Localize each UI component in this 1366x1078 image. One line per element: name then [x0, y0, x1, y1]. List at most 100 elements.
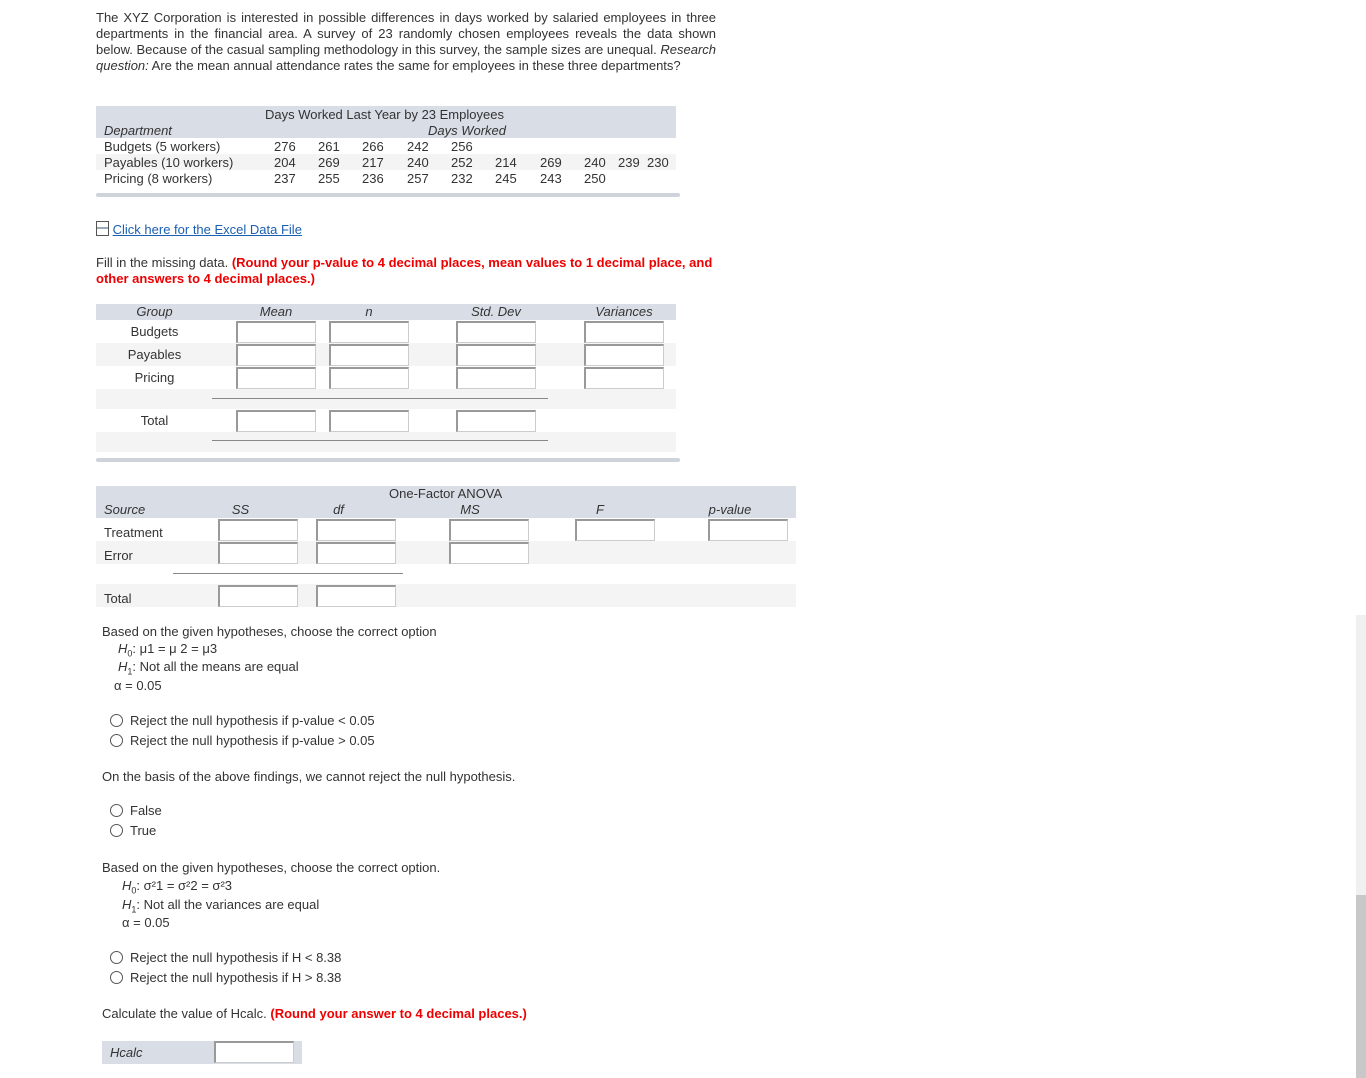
summary-header: [96, 304, 676, 320]
anova-input[interactable]: [218, 519, 298, 541]
summary-input[interactable]: [236, 344, 316, 366]
anova-input[interactable]: [449, 519, 529, 541]
q3-h1: H1: Not all the variances are equal: [122, 897, 320, 915]
radio-button[interactable]: [110, 824, 123, 837]
problem-intro: The XYZ Corporation is interested in pos…: [96, 10, 716, 73]
summary-input[interactable]: [456, 367, 536, 389]
anova-title: One-Factor ANOVA: [389, 486, 503, 501]
anova-input[interactable]: [708, 519, 788, 541]
summary-col-header: Group: [136, 304, 173, 319]
data-value: 214: [495, 155, 517, 170]
divider: [212, 398, 548, 399]
anova-input[interactable]: [316, 519, 396, 541]
anova-input[interactable]: [316, 542, 396, 564]
data-value: 237: [274, 171, 296, 186]
option-label[interactable]: Reject the null hypothesis if H < 8.38: [130, 950, 342, 965]
summary-input[interactable]: [236, 367, 316, 389]
option-label[interactable]: False: [130, 803, 162, 818]
summary-col-header: Variances: [595, 304, 653, 319]
group-label: Budgets: [130, 324, 179, 339]
total-label: Total: [140, 413, 169, 428]
row-bg: [96, 154, 676, 170]
q3-prompt: Based on the given hypotheses, choose th…: [102, 860, 441, 875]
summary-input[interactable]: [329, 344, 409, 366]
anova-col-header: Source: [104, 502, 146, 517]
option-label[interactable]: True: [130, 823, 157, 838]
summary-total-input[interactable]: [236, 410, 316, 432]
divider: [96, 458, 680, 462]
data-value: 255: [318, 171, 340, 186]
data-value: 243: [540, 171, 562, 186]
summary-input[interactable]: [584, 321, 664, 343]
summary-col-header: n: [365, 304, 373, 319]
q1-alpha: α = 0.05: [114, 678, 162, 693]
data-value: 276: [274, 139, 296, 154]
anova-total-input[interactable]: [218, 585, 298, 607]
data-value: 266: [362, 139, 384, 154]
summary-input[interactable]: [584, 367, 664, 389]
group-label: Payables: [127, 347, 182, 362]
total-label: Total: [104, 591, 132, 606]
anova-total-input[interactable]: [316, 585, 396, 607]
summary-input[interactable]: [456, 321, 536, 343]
radio-button[interactable]: [110, 971, 123, 984]
option-label[interactable]: Reject the null hypothesis if p-value > …: [130, 733, 375, 748]
data-value: 240: [407, 155, 429, 170]
data-value: 217: [362, 155, 384, 170]
summary-col-header: Std. Dev: [471, 304, 521, 319]
anova-input[interactable]: [218, 542, 298, 564]
row-bg: [96, 389, 676, 409]
summary-input[interactable]: [236, 321, 316, 343]
data-value: 252: [451, 155, 473, 170]
summary-input[interactable]: [329, 321, 409, 343]
summary-total-input[interactable]: [329, 410, 409, 432]
data-value: 242: [407, 139, 429, 154]
data-table-header: [96, 106, 676, 138]
radio-button[interactable]: [110, 714, 123, 727]
data-value: 256: [451, 139, 473, 154]
divider: [173, 573, 403, 574]
source-label: Treatment: [104, 525, 163, 540]
anova-input[interactable]: [449, 542, 529, 564]
summary-input[interactable]: [584, 344, 664, 366]
anova-col-header: F: [596, 502, 604, 517]
data-value: 261: [318, 139, 340, 154]
summary-total-input[interactable]: [456, 410, 536, 432]
scrollbar-thumb[interactable]: [1356, 895, 1366, 1078]
dept-label: Budgets (5 workers): [104, 139, 221, 154]
anova-header: [96, 486, 796, 518]
data-value: 250: [584, 171, 606, 186]
q3-h0: H0: σ²1 = σ²2 = σ²3: [122, 878, 233, 896]
data-value: 230: [647, 155, 669, 170]
row-bg: [96, 584, 796, 607]
dept-label: Pricing (8 workers): [104, 171, 213, 186]
file-icon: [96, 221, 109, 236]
divider: [96, 193, 680, 197]
summary-col-header: Mean: [259, 304, 293, 319]
summary-input[interactable]: [456, 344, 536, 366]
option-label[interactable]: Reject the null hypothesis if H > 8.38: [130, 970, 342, 985]
option-label[interactable]: Reject the null hypothesis if p-value < …: [130, 713, 375, 728]
hcalc-input[interactable]: [214, 1041, 294, 1063]
instructions: Fill in the missing data. (Round your p-…: [96, 255, 713, 286]
scrollbar[interactable]: [1356, 615, 1366, 1078]
q1-h0: H0: μ1 = μ 2 = μ3: [118, 641, 218, 659]
source-label: Error: [104, 548, 133, 563]
row-bg: [96, 432, 676, 452]
data-value: 239: [618, 155, 640, 170]
q2-prompt: On the basis of the above findings, we c…: [102, 769, 516, 784]
radio-button[interactable]: [110, 804, 123, 817]
excel-link[interactable]: Click here for the Excel Data File: [96, 221, 302, 237]
data-value: 245: [495, 171, 517, 186]
anova-col-header: p-value: [708, 502, 752, 517]
anova-input[interactable]: [575, 519, 655, 541]
anova-col-header: SS: [231, 502, 250, 517]
radio-button[interactable]: [110, 734, 123, 747]
data-value: 232: [451, 171, 473, 186]
data-value: 269: [318, 155, 340, 170]
data-table-title: Days Worked Last Year by 23 Employees: [265, 107, 504, 122]
summary-input[interactable]: [329, 367, 409, 389]
data-value: 204: [274, 155, 296, 170]
q3-alpha: α = 0.05: [122, 915, 170, 930]
radio-button[interactable]: [110, 951, 123, 964]
